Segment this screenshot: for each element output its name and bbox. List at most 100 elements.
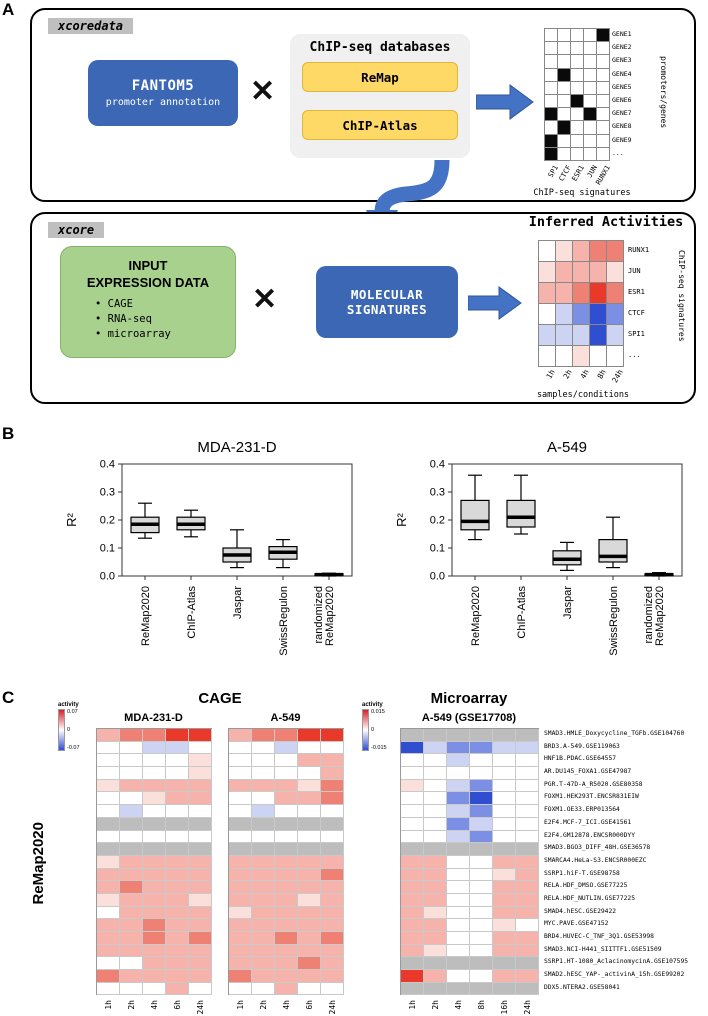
heatmap-cell xyxy=(470,843,493,856)
heatmap-cell xyxy=(470,982,493,996)
chipseq-signatures-label-top: ChIP-seq signatures xyxy=(533,188,631,198)
heatmap-row-label: PGR.T-47D-A_R5020.GSE80358 xyxy=(544,780,643,788)
heatmap-cell xyxy=(120,932,143,945)
heatmap-cell xyxy=(252,779,275,793)
heatmap-cell xyxy=(166,970,189,983)
inferred-row-label: CTCF xyxy=(628,309,645,317)
heatmap-cell xyxy=(97,805,120,818)
heatmap-cell xyxy=(298,919,321,932)
heatmap-cell xyxy=(189,868,212,882)
heatmap-cell xyxy=(447,805,470,818)
input-item-microarray: microarray xyxy=(95,327,235,342)
heatmap-col-label: 6h xyxy=(305,999,314,1010)
heatmap-cell xyxy=(166,881,189,894)
heatmap-cell xyxy=(275,792,298,806)
heatmap-cell xyxy=(120,792,143,806)
heatmap-cell xyxy=(252,830,275,844)
heatmap-cell xyxy=(189,919,212,932)
heatmap-col-label: 4h xyxy=(454,999,463,1010)
heatmap-cell xyxy=(97,729,120,742)
x-category-label: ReMap2020 xyxy=(324,586,336,646)
inferred-cell xyxy=(556,346,573,367)
heatmap-col-label: 4h xyxy=(282,999,291,1010)
molecular-line2: SIGNATURES xyxy=(346,302,428,317)
heatmap-cell xyxy=(229,944,252,958)
heatmap-cell xyxy=(516,868,539,882)
heatmap-cell xyxy=(424,817,447,831)
heatmap-cell xyxy=(189,830,212,844)
heatmap-cell xyxy=(401,805,424,818)
heatmap-cell xyxy=(298,729,321,742)
matrix-cell xyxy=(584,81,597,95)
y-tick-label: 0.2 xyxy=(100,515,115,527)
heatmap-cell xyxy=(97,843,120,856)
matrix-cell xyxy=(597,81,610,95)
heatmap-cell xyxy=(401,906,424,920)
heatmap-cell xyxy=(321,881,344,894)
gene-label: GENE7 xyxy=(612,109,632,118)
boxplot-a-549: A-549 R² 0.0 0.1 0.2 0.3 0.4 ReMap2020 ChIP-Atla… xyxy=(394,439,683,656)
y-tick-label: 0.1 xyxy=(430,543,445,555)
heatmap-row-label: DDX5.NTERA2.GSE58041 xyxy=(544,983,620,991)
inferred-cell xyxy=(539,241,556,262)
matrix-cell xyxy=(584,94,597,109)
heatmap-cell xyxy=(143,767,166,780)
heatmap-cell xyxy=(189,779,212,793)
gene-labels: GENE1 GENE2 GENE3 GENE4 GENE5 GENE6 GENE7 GENE8… xyxy=(612,28,632,160)
heatmap-cell xyxy=(275,982,298,996)
chip-atlas-box: ChIP-Atlas xyxy=(302,110,458,140)
heatmap-cell xyxy=(97,779,120,793)
heatmap-cell xyxy=(120,906,143,920)
heatmap-cell xyxy=(143,792,166,806)
heatmap-cell xyxy=(166,767,189,780)
matrix-cell xyxy=(571,55,584,69)
heatmap-cell xyxy=(229,779,252,793)
matrix-cell xyxy=(571,42,584,56)
heatmap-col-label: 24h xyxy=(523,999,532,1015)
heatmap-cell xyxy=(470,830,493,844)
heatmap-cell xyxy=(493,779,516,793)
matrix-cell xyxy=(545,94,558,109)
molecular-signatures-box: MOLECULAR SIGNATURES xyxy=(316,266,458,338)
xcoredata-tag: xcoredata xyxy=(48,18,134,34)
matrix-cell xyxy=(558,29,571,43)
heatmap-cell xyxy=(424,868,447,882)
heatmap-cell xyxy=(120,805,143,818)
heatmap-cell xyxy=(516,881,539,894)
matrix-cell xyxy=(558,42,571,56)
heatmap-cell xyxy=(143,868,166,882)
y-tick-label: 0.3 xyxy=(430,487,445,499)
heatmap-cell xyxy=(470,817,493,831)
heatmap-cell xyxy=(275,944,298,958)
heatmap-cell xyxy=(298,767,321,780)
heatmap-cell xyxy=(493,868,516,882)
heatmap-cell xyxy=(120,754,143,768)
heatmap-cell xyxy=(275,881,298,894)
inferred-cell xyxy=(590,283,607,304)
heatmap-cell xyxy=(401,817,424,831)
matrix-cell xyxy=(545,81,558,95)
heatmap-cell xyxy=(252,729,275,742)
x-category-label: SwissRegulon xyxy=(278,586,290,656)
heatmap-cell xyxy=(143,944,166,958)
heatmap-cell xyxy=(229,906,252,920)
heatmap-cell xyxy=(97,881,120,894)
heatmap-cell xyxy=(424,881,447,894)
heatmap-cell xyxy=(447,881,470,894)
inferred-cell xyxy=(590,325,607,346)
matrix-cell xyxy=(545,147,558,161)
heatmap-cell xyxy=(252,970,275,983)
heatmap-cell xyxy=(424,741,447,755)
heatmap-cell xyxy=(470,729,493,742)
heatmap-cell xyxy=(275,868,298,882)
heatmap-cell xyxy=(401,792,424,806)
heatmap-cell xyxy=(321,868,344,882)
x-category-label: ReMap2020 xyxy=(140,586,152,646)
heatmap-cell xyxy=(447,970,470,983)
heatmap-cell xyxy=(516,919,539,932)
heatmap-cell xyxy=(470,779,493,793)
heatmap-cell xyxy=(493,881,516,894)
inferred-cell xyxy=(556,283,573,304)
chip-atlas-label: ChIP-Atlas xyxy=(342,117,418,133)
